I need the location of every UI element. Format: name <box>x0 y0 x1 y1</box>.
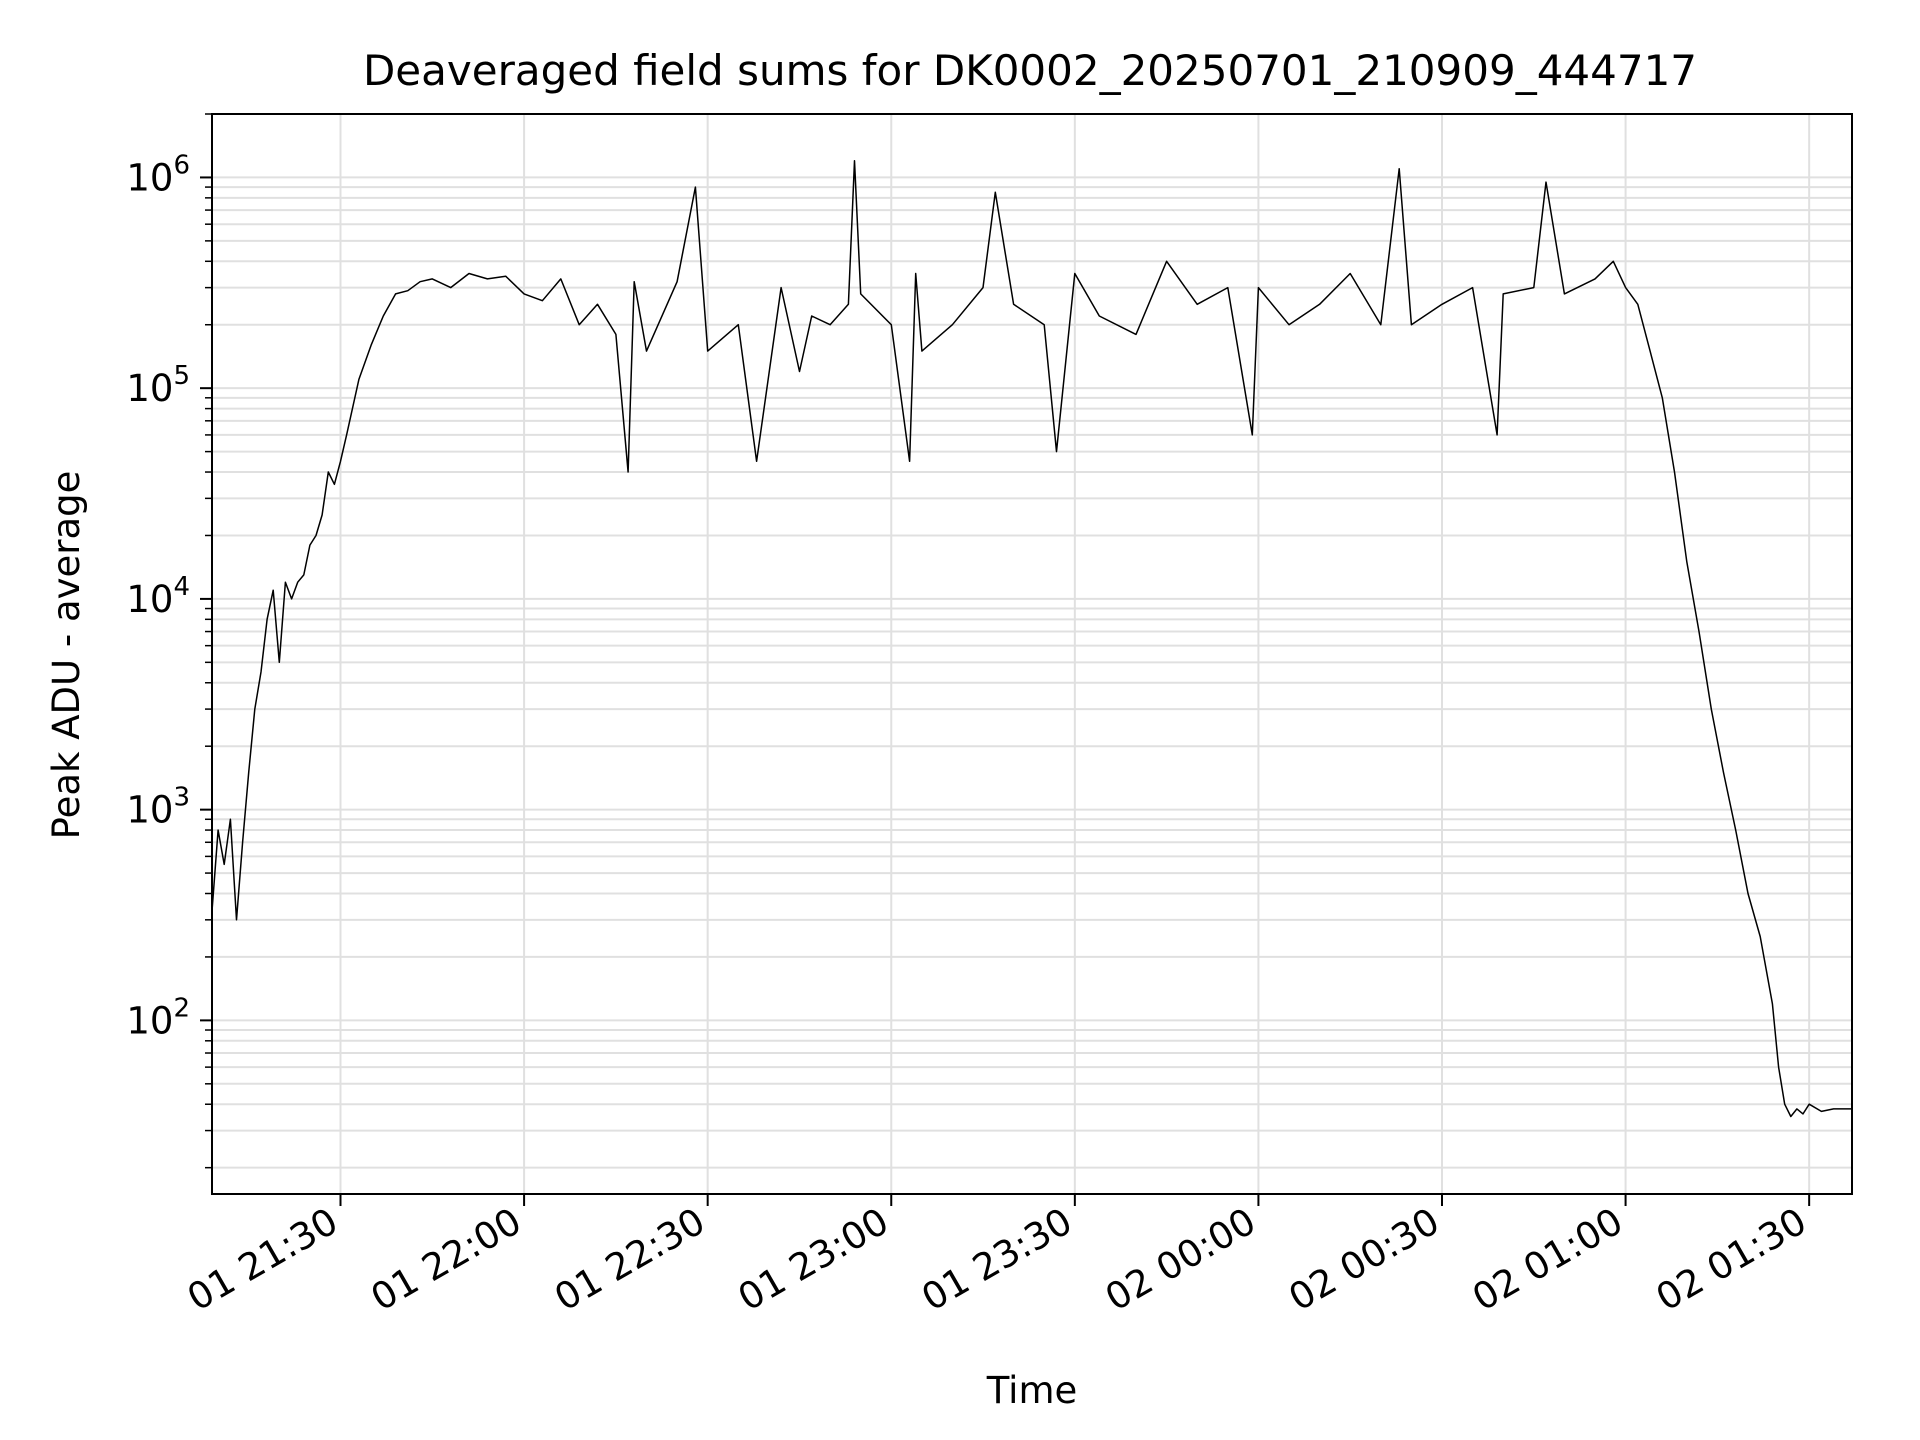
plot-frame <box>211 113 1853 1195</box>
series-line <box>211 160 1852 1118</box>
series-layer <box>211 160 1852 1118</box>
y-tick-label: 105 <box>126 361 190 410</box>
y-axis: 102 103 104 105 106 <box>126 113 212 1169</box>
y-tick-label: 103 <box>126 783 190 832</box>
y-tick-label: 104 <box>126 572 190 621</box>
y-tick-label: 106 <box>126 150 190 199</box>
y-axis-label: Peak ADU - average <box>45 471 88 840</box>
x-axis-label: Time <box>986 1369 1078 1412</box>
y-tick-label: 102 <box>126 993 190 1042</box>
grid-layer <box>212 113 1852 1194</box>
chart-title: Deaveraged field sums for DK0002_2025070… <box>363 46 1697 95</box>
